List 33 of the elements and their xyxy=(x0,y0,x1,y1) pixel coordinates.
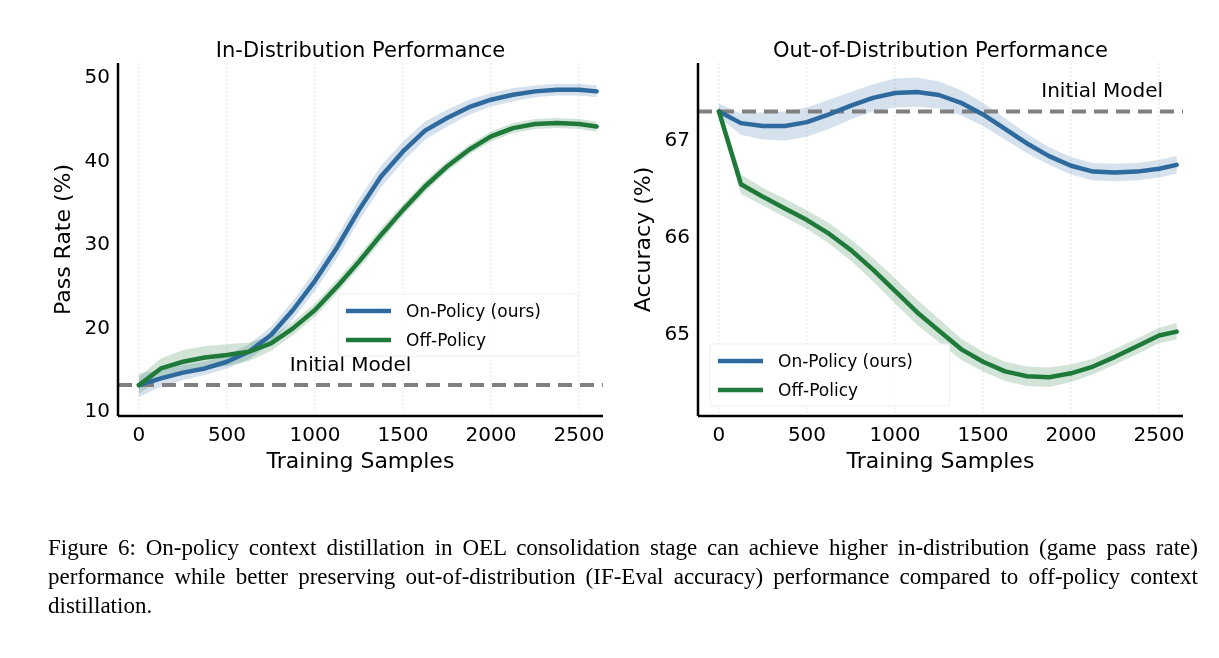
ref-line-label: Initial Model xyxy=(289,352,412,377)
x-tick-label: 2500 xyxy=(553,422,605,446)
x-tick-label: 500 xyxy=(207,422,247,446)
chart-title: In-Distribution Performance xyxy=(215,38,506,62)
x-tick-label: 1500 xyxy=(957,422,1009,446)
y-tick-label: 20 xyxy=(84,314,110,339)
legend-label: On-Policy (ours) xyxy=(406,301,541,321)
x-tick-label: 1500 xyxy=(377,422,429,446)
x-tick-label: 1000 xyxy=(869,422,921,446)
y-tick-label: 66 xyxy=(664,223,690,248)
chart-title: Out-of-Distribution Performance xyxy=(773,38,1108,62)
x-tick-label: 2000 xyxy=(465,422,517,446)
y-tick-label: 65 xyxy=(664,320,690,345)
y-tick-label: 40 xyxy=(84,147,110,172)
y-axis-title: Pass Rate (%) xyxy=(50,163,75,316)
x-axis-title: Training Samples xyxy=(845,448,1035,473)
y-tick-label: 30 xyxy=(84,231,110,256)
legend-label: On-Policy (ours) xyxy=(778,351,913,371)
x-tick-label: 1000 xyxy=(289,422,341,446)
legend-label: Off-Policy xyxy=(406,330,487,350)
y-tick-label: 50 xyxy=(84,64,110,89)
y-tick-label: 67 xyxy=(664,126,690,151)
x-tick-label: 0 xyxy=(712,422,726,446)
x-tick-label: 500 xyxy=(787,422,827,446)
caption: Figure 6: On-policy context distillation in OEL consolidation stage can achieve higher in-distribution (game pass rate) performance while better preserving out-of-distribution (IF-Eval accuracy) performance compared to off-policy context distillation. xyxy=(48,534,1198,620)
legend-label: Off-Policy xyxy=(778,380,859,400)
x-tick-label: 0 xyxy=(132,422,146,446)
y-axis-title: Accuracy (%) xyxy=(630,166,655,313)
x-tick-label: 2000 xyxy=(1045,422,1097,446)
ref-line-label: Initial Model xyxy=(1041,78,1163,103)
y-tick-label: 10 xyxy=(84,398,110,423)
x-axis-title: Training Samples xyxy=(265,448,455,473)
x-tick-label: 2500 xyxy=(1133,422,1185,446)
